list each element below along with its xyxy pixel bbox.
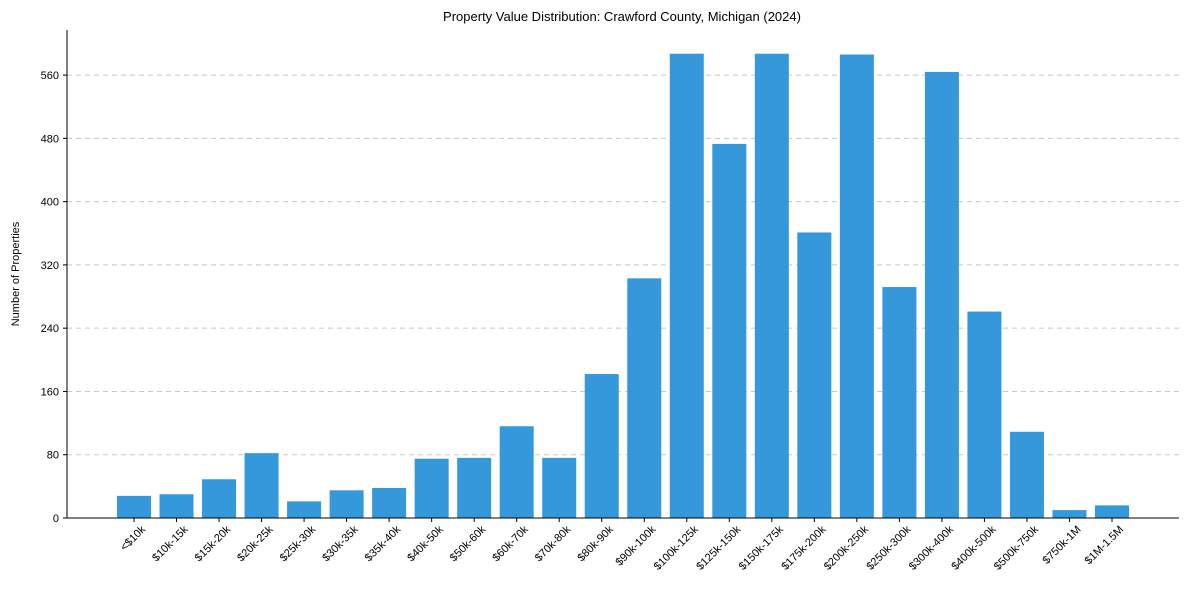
x-tick-label: $60k-70k — [490, 523, 531, 564]
y-axis-label: Number of Properties — [10, 221, 22, 326]
x-tick-label: $250k-300k — [864, 523, 913, 572]
y-axis-ticks: 0 80 160 240 320 400 480 560 — [41, 70, 67, 525]
bar — [159, 494, 194, 518]
x-tick-label: $30k-35k — [320, 523, 361, 564]
bar — [882, 287, 917, 518]
x-tick-label: <$10k — [118, 523, 148, 553]
x-tick-label: $125k-150k — [694, 523, 743, 572]
bar — [117, 495, 151, 518]
bar — [627, 278, 662, 518]
bar — [287, 501, 322, 518]
bar — [499, 426, 534, 518]
x-tick-label: $500k-750k — [992, 523, 1041, 572]
x-tick-label: $100k-125k — [652, 523, 701, 572]
bar — [202, 479, 237, 518]
x-axis-ticks: <$10k $10k-15k $15k-20k $20k-25k $25k-30k $30… — [118, 518, 1126, 573]
x-tick-label: $35k-40k — [363, 523, 404, 564]
y-tick-label: 400 — [41, 197, 59, 209]
bar — [1009, 431, 1044, 518]
bar — [754, 53, 789, 518]
bar — [839, 54, 874, 518]
x-tick-label: $10k-15k — [150, 523, 191, 564]
chart-title: Property Value Distribution: Crawford Co… — [443, 9, 801, 24]
x-tick-label: $400k-500k — [949, 523, 998, 572]
x-tick-label: $1M-1.5M — [1083, 524, 1127, 568]
bar — [329, 490, 364, 518]
bars — [117, 53, 1129, 519]
bar — [372, 487, 407, 518]
y-tick-label: 80 — [47, 450, 59, 462]
y-tick-label: 240 — [41, 323, 59, 335]
bar — [584, 374, 619, 518]
y-tick-label: 320 — [41, 260, 59, 272]
bar — [457, 457, 492, 518]
bar — [542, 457, 577, 518]
y-tick-label: 160 — [41, 386, 59, 398]
x-tick-label: $150k-175k — [737, 523, 786, 572]
bar — [1052, 510, 1087, 518]
y-tick-label: 0 — [53, 513, 59, 525]
x-tick-label: $80k-90k — [575, 523, 616, 564]
gridlines — [67, 74, 1179, 456]
x-tick-label: $50k-60k — [448, 523, 489, 564]
bar — [669, 53, 704, 518]
bar — [967, 311, 1002, 518]
y-tick-label: 560 — [41, 70, 59, 82]
x-tick-label: $70k-80k — [533, 523, 574, 564]
x-tick-label: $200k-250k — [822, 523, 871, 572]
bar — [924, 71, 959, 519]
bar — [712, 143, 747, 518]
x-tick-label: $15k-20k — [193, 523, 234, 564]
x-tick-label: $90k-100k — [614, 523, 659, 568]
y-tick-label: 480 — [41, 133, 59, 145]
bar — [797, 232, 832, 518]
bar — [244, 453, 279, 518]
bar — [414, 458, 449, 518]
x-tick-label: $300k-400k — [907, 523, 956, 572]
x-tick-label: $175k-200k — [779, 523, 828, 572]
x-tick-label: $750k-1M — [1041, 524, 1084, 567]
bar — [1095, 505, 1129, 518]
x-tick-label: $20k-25k — [235, 523, 276, 564]
x-tick-label: $40k-50k — [405, 523, 446, 564]
x-tick-label: $25k-30k — [278, 523, 319, 564]
